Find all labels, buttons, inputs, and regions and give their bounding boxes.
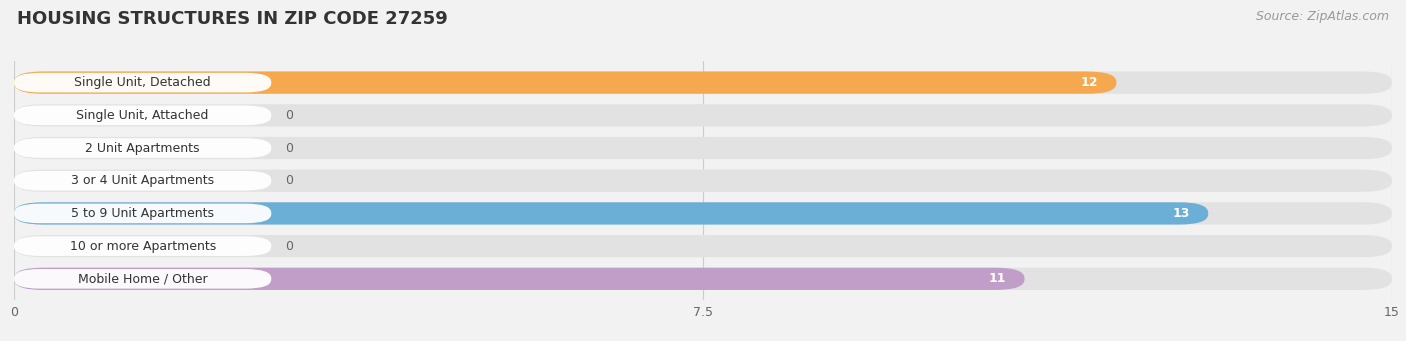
Text: 2 Unit Apartments: 2 Unit Apartments: [86, 142, 200, 154]
Text: 10 or more Apartments: 10 or more Apartments: [69, 240, 215, 253]
FancyBboxPatch shape: [14, 171, 271, 191]
FancyBboxPatch shape: [14, 236, 271, 256]
Text: 13: 13: [1173, 207, 1189, 220]
Text: HOUSING STRUCTURES IN ZIP CODE 27259: HOUSING STRUCTURES IN ZIP CODE 27259: [17, 10, 447, 28]
Text: 3 or 4 Unit Apartments: 3 or 4 Unit Apartments: [72, 174, 214, 187]
FancyBboxPatch shape: [14, 169, 1392, 192]
FancyBboxPatch shape: [14, 269, 271, 288]
FancyBboxPatch shape: [14, 204, 271, 223]
FancyBboxPatch shape: [14, 137, 1392, 159]
Text: Mobile Home / Other: Mobile Home / Other: [77, 272, 208, 285]
Text: 5 to 9 Unit Apartments: 5 to 9 Unit Apartments: [72, 207, 214, 220]
Text: Source: ZipAtlas.com: Source: ZipAtlas.com: [1256, 10, 1389, 23]
Text: 0: 0: [285, 109, 292, 122]
FancyBboxPatch shape: [14, 105, 271, 125]
FancyBboxPatch shape: [14, 268, 1392, 290]
Text: Single Unit, Attached: Single Unit, Attached: [76, 109, 209, 122]
FancyBboxPatch shape: [14, 72, 1392, 94]
FancyBboxPatch shape: [14, 104, 1392, 127]
Text: Single Unit, Detached: Single Unit, Detached: [75, 76, 211, 89]
Text: 0: 0: [285, 174, 292, 187]
FancyBboxPatch shape: [14, 235, 1392, 257]
FancyBboxPatch shape: [14, 72, 1116, 94]
Text: 0: 0: [285, 240, 292, 253]
FancyBboxPatch shape: [14, 202, 1208, 224]
Text: 12: 12: [1080, 76, 1098, 89]
Text: 0: 0: [285, 142, 292, 154]
Text: 11: 11: [988, 272, 1007, 285]
FancyBboxPatch shape: [14, 202, 1392, 224]
FancyBboxPatch shape: [14, 138, 271, 158]
FancyBboxPatch shape: [14, 73, 271, 92]
FancyBboxPatch shape: [14, 268, 1025, 290]
